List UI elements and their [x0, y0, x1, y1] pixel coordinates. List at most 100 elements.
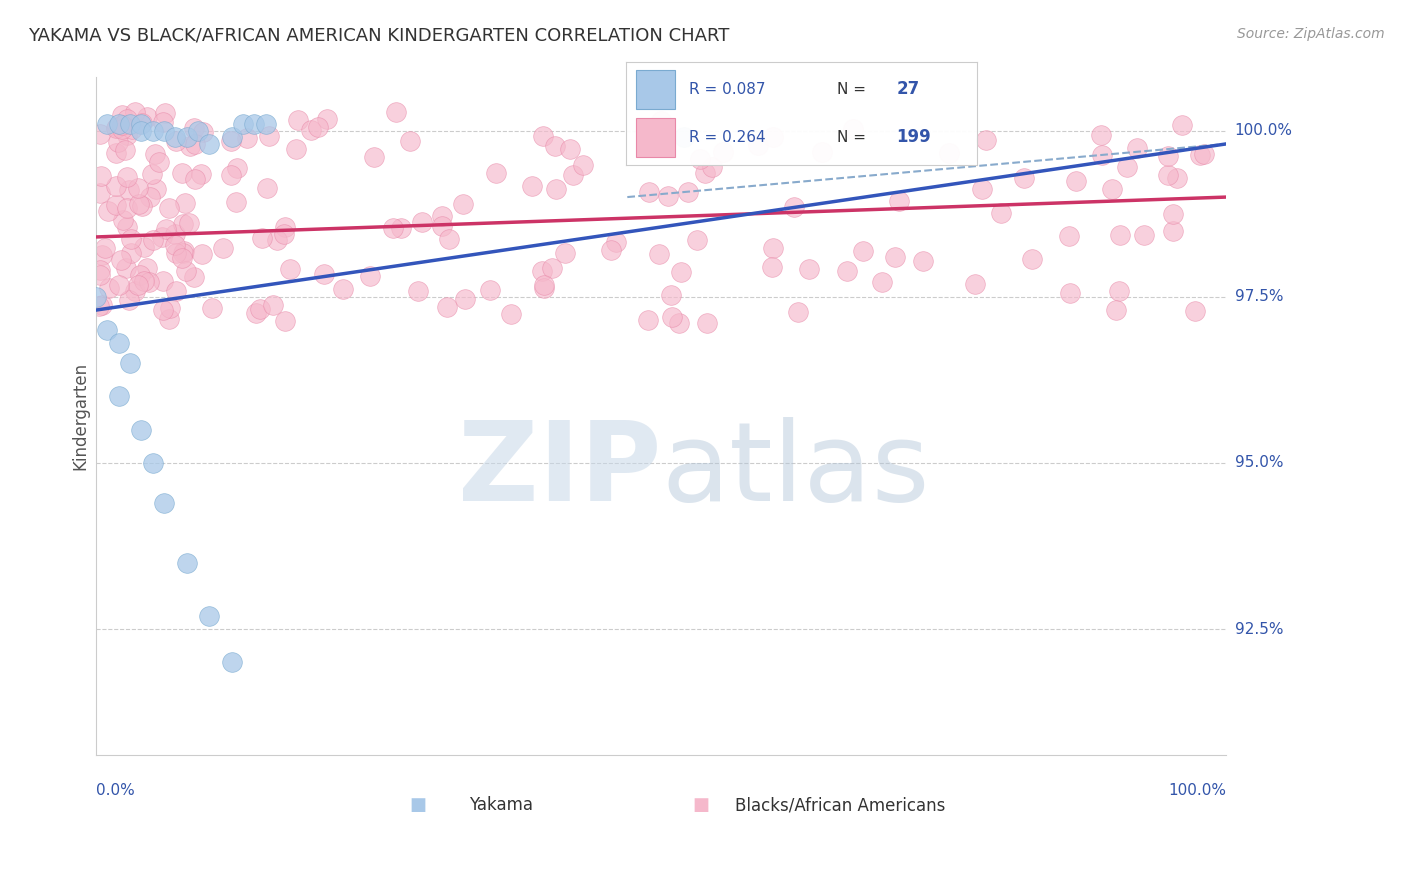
Point [179, 216, 201, 230]
Point [142, 123, 165, 137]
Point [841, 121, 863, 136]
Point [245, 305, 267, 319]
Point [399, 135, 422, 149]
Point [912, 254, 935, 268]
Point [314, 268, 336, 282]
Point [172, 252, 194, 266]
Point [1059, 286, 1081, 301]
Point [111, 108, 134, 122]
Point [637, 313, 659, 327]
Text: ■: ■ [692, 796, 709, 814]
Text: atlas: atlas [661, 417, 929, 524]
Point [1126, 141, 1149, 155]
Point [174, 263, 197, 277]
Point [107, 336, 129, 351]
Point [141, 167, 163, 181]
Point [747, 138, 769, 153]
Point [105, 146, 128, 161]
Point [201, 301, 224, 316]
Point [252, 231, 274, 245]
Text: YAKAMA VS BLACK/AFRICAN AMERICAN KINDERGARTEN CORRELATION CHART: YAKAMA VS BLACK/AFRICAN AMERICAN KINDERG… [28, 27, 730, 45]
Point [558, 142, 581, 156]
Point [136, 111, 159, 125]
Point [1057, 229, 1080, 244]
Point [190, 167, 212, 181]
Point [105, 120, 128, 134]
Point [273, 227, 295, 242]
Point [689, 152, 711, 166]
Point [89, 268, 111, 282]
Point [105, 198, 128, 212]
Point [152, 302, 174, 317]
Point [273, 314, 295, 328]
Point [153, 496, 176, 510]
Point [138, 276, 160, 290]
Point [157, 312, 180, 326]
Point [711, 145, 734, 159]
Point [1157, 149, 1180, 163]
Point [533, 277, 555, 292]
Text: R = 0.087: R = 0.087 [689, 81, 765, 96]
Point [990, 206, 1012, 220]
Point [696, 316, 718, 330]
Point [561, 168, 583, 182]
Point [439, 232, 461, 246]
Point [152, 274, 174, 288]
Text: Yakama: Yakama [470, 796, 533, 814]
Point [965, 277, 987, 291]
Point [150, 230, 173, 244]
Point [1064, 174, 1087, 188]
Point [110, 118, 132, 132]
Point [669, 265, 692, 279]
Point [546, 182, 568, 196]
Text: 199: 199 [897, 128, 931, 146]
Point [762, 130, 785, 145]
Point [115, 261, 138, 276]
Point [254, 117, 277, 131]
Point [183, 136, 205, 151]
Point [94, 241, 117, 255]
Point [173, 244, 195, 258]
Point [1108, 284, 1130, 298]
Point [131, 123, 153, 137]
Point [127, 181, 149, 195]
Point [124, 105, 146, 120]
Point [1021, 252, 1043, 266]
Point [454, 292, 477, 306]
Point [686, 233, 709, 247]
Point [299, 123, 322, 137]
Point [96, 117, 118, 131]
Point [120, 356, 142, 370]
Point [648, 247, 671, 261]
Point [193, 124, 215, 138]
Point [540, 260, 562, 275]
Point [173, 196, 195, 211]
Point [132, 240, 155, 254]
Point [221, 655, 243, 669]
Point [406, 284, 429, 298]
Point [84, 290, 107, 304]
Point [485, 166, 508, 180]
Text: 100.0%: 100.0% [1234, 123, 1292, 138]
Point [661, 310, 683, 324]
Point [114, 143, 136, 157]
Point [315, 112, 337, 127]
Point [262, 298, 284, 312]
Point [97, 204, 120, 219]
Point [115, 201, 138, 215]
Point [145, 182, 167, 196]
Point [124, 284, 146, 298]
Point [672, 130, 695, 145]
Point [533, 281, 555, 295]
Point [852, 244, 875, 258]
Point [799, 262, 821, 277]
Point [938, 146, 960, 161]
Point [172, 217, 194, 231]
Point [382, 220, 405, 235]
Text: 100.0%: 100.0% [1168, 783, 1226, 798]
Text: 97.5%: 97.5% [1234, 289, 1284, 304]
Point [243, 117, 266, 131]
Point [98, 281, 121, 295]
Point [111, 122, 134, 136]
Point [274, 219, 297, 234]
